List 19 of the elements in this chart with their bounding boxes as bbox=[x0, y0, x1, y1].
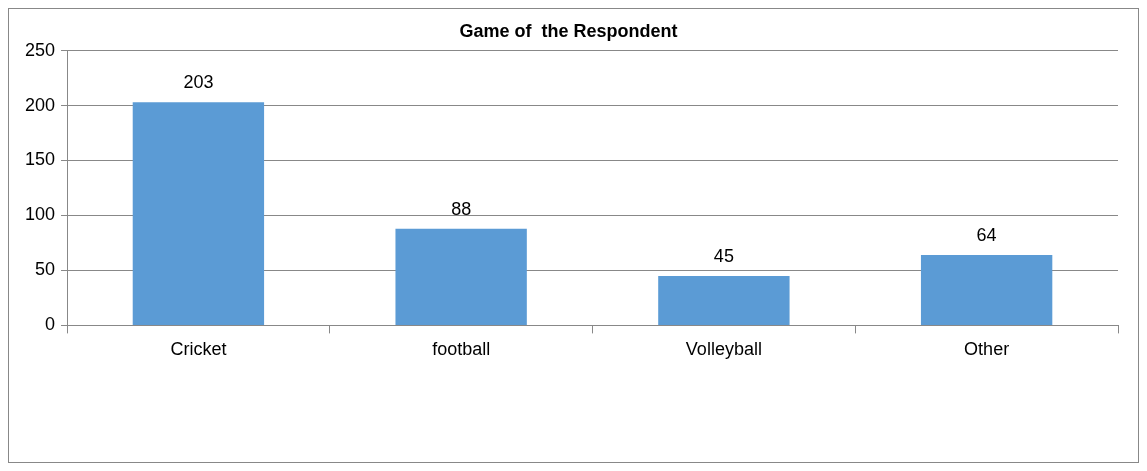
y-tick-label: 200 bbox=[24, 94, 56, 115]
bar bbox=[395, 228, 527, 325]
y-tick-label: 50 bbox=[35, 259, 56, 280]
data-label: 88 bbox=[451, 198, 472, 219]
y-tick-label: 150 bbox=[24, 149, 56, 170]
x-tick-label: Volleyball bbox=[685, 339, 762, 360]
bar bbox=[132, 102, 265, 325]
y-tick-label: 0 bbox=[45, 314, 56, 335]
x-tick-label: football bbox=[432, 339, 491, 360]
data-label: 45 bbox=[713, 245, 734, 266]
data-label: 64 bbox=[976, 225, 997, 246]
bar bbox=[658, 275, 790, 325]
y-tick-label: 250 bbox=[24, 39, 56, 60]
x-tick-label: Cricket bbox=[170, 339, 227, 360]
data-label: 203 bbox=[183, 72, 214, 93]
y-tick-label: 100 bbox=[24, 204, 56, 225]
chart-title: Game of the Respondent bbox=[459, 20, 678, 41]
bar bbox=[920, 255, 1053, 325]
x-tick-label: Other bbox=[964, 339, 1010, 360]
